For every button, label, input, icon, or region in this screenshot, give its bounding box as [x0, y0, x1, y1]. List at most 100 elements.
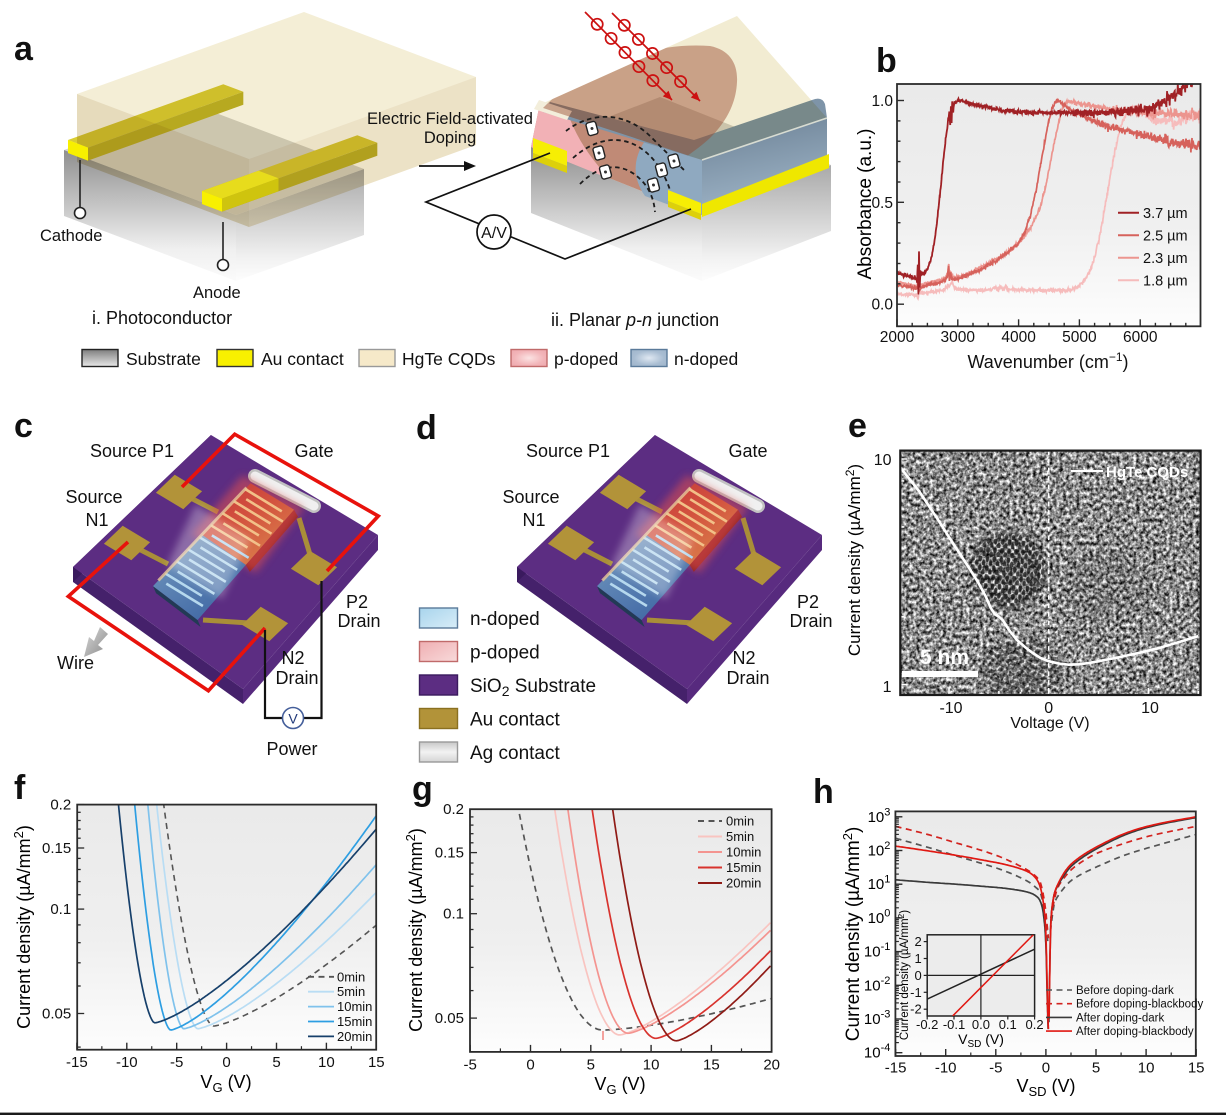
svg-text:-2: -2 — [910, 1002, 922, 1017]
svg-text:Substrate: Substrate — [126, 349, 201, 369]
svg-text:Current density (µA/mm2): Current density (µA/mm2) — [840, 827, 864, 1042]
svg-text:-5: -5 — [464, 1056, 477, 1073]
svg-text:P2: P2 — [797, 592, 819, 612]
svg-text:0.1: 0.1 — [50, 901, 71, 918]
svg-text:0: 0 — [914, 968, 921, 983]
svg-text:e: e — [848, 407, 867, 445]
svg-text:2.3 µm: 2.3 µm — [1143, 251, 1188, 267]
svg-text:0.0: 0.0 — [972, 1017, 990, 1032]
svg-text:0.05: 0.05 — [435, 1010, 464, 1027]
svg-text:0.05: 0.05 — [42, 1006, 71, 1023]
svg-text:0.2: 0.2 — [1026, 1017, 1044, 1032]
svg-text:f: f — [14, 769, 26, 807]
svg-text:Source P1: Source P1 — [526, 441, 610, 461]
svg-text:15: 15 — [368, 1054, 385, 1071]
svg-text:10-3: 10-3 — [864, 1009, 890, 1029]
svg-text:ii. Planar p-n junction: ii. Planar p-n junction — [551, 310, 719, 330]
svg-text:5min: 5min — [337, 984, 365, 999]
svg-text:5000: 5000 — [1062, 329, 1097, 346]
svg-text:1: 1 — [883, 679, 892, 696]
svg-text:-0.1: -0.1 — [943, 1017, 965, 1032]
svg-text:-10: -10 — [939, 700, 962, 717]
svg-text:0.0: 0.0 — [871, 297, 893, 314]
svg-text:-1: -1 — [910, 985, 922, 1000]
svg-text:P2: P2 — [346, 592, 368, 612]
svg-text:Drain: Drain — [275, 668, 318, 688]
svg-text:5: 5 — [587, 1056, 595, 1073]
svg-text:p-doped: p-doped — [470, 643, 540, 664]
svg-text:5: 5 — [272, 1054, 280, 1071]
svg-text:2000: 2000 — [880, 329, 915, 346]
svg-text:100: 100 — [868, 907, 891, 927]
svg-text:10-2: 10-2 — [864, 975, 890, 995]
svg-text:10min: 10min — [726, 845, 761, 860]
svg-text:Au contact: Au contact — [470, 710, 560, 731]
svg-text:Before doping-dark: Before doping-dark — [1076, 985, 1174, 997]
svg-text:10-1: 10-1 — [864, 941, 890, 961]
svg-text:1.0: 1.0 — [871, 93, 893, 110]
svg-text:After doping-blackbody: After doping-blackbody — [1076, 1026, 1194, 1038]
svg-text:Drain: Drain — [726, 668, 769, 688]
svg-text:HgTe CQDs: HgTe CQDs — [402, 349, 496, 369]
svg-text:15min: 15min — [337, 1014, 372, 1029]
svg-text:101: 101 — [868, 874, 891, 894]
svg-text:i. Photoconductor: i. Photoconductor — [92, 308, 232, 328]
svg-text:h: h — [813, 773, 834, 811]
svg-text:0: 0 — [1042, 1060, 1050, 1077]
svg-text:Cathode: Cathode — [40, 227, 102, 245]
svg-text:p-doped: p-doped — [554, 349, 618, 369]
svg-text:Current density (µA/mm2): Current density (µA/mm2) — [11, 825, 34, 1029]
svg-text:3000: 3000 — [941, 329, 976, 346]
svg-text:Drain: Drain — [337, 611, 380, 631]
svg-text:VG (V): VG (V) — [200, 1072, 251, 1095]
svg-text:V: V — [288, 711, 298, 727]
svg-text:10: 10 — [1141, 700, 1159, 717]
svg-text:0.2: 0.2 — [443, 801, 464, 818]
svg-text:0.15: 0.15 — [42, 840, 71, 857]
svg-text:0.2: 0.2 — [50, 797, 71, 814]
svg-text:10min: 10min — [337, 999, 372, 1014]
svg-text:5: 5 — [1092, 1060, 1100, 1077]
svg-text:-5: -5 — [989, 1060, 1002, 1077]
svg-text:VSD (V): VSD (V) — [1016, 1076, 1075, 1099]
svg-text:g: g — [412, 770, 433, 808]
svg-text:n-doped: n-doped — [470, 609, 540, 630]
svg-text:N1: N1 — [522, 510, 545, 530]
svg-text:-10: -10 — [116, 1054, 138, 1071]
svg-text:a: a — [14, 30, 34, 68]
svg-text:Electric Field-activated: Electric Field-activated — [367, 110, 533, 128]
svg-text:20min: 20min — [726, 876, 761, 891]
svg-text:10: 10 — [318, 1054, 335, 1071]
svg-text:10: 10 — [1138, 1060, 1155, 1077]
svg-text:103: 103 — [868, 806, 891, 826]
svg-text:Wavenumber (cm−1): Wavenumber (cm−1) — [967, 350, 1128, 372]
svg-text:-15: -15 — [66, 1054, 88, 1071]
svg-text:0.5: 0.5 — [871, 195, 893, 212]
svg-text:0.1: 0.1 — [443, 906, 464, 923]
svg-text:Power: Power — [266, 739, 317, 759]
svg-text:Current density (µA/mm2): Current density (µA/mm2) — [403, 828, 426, 1032]
svg-text:Source: Source — [502, 487, 559, 507]
svg-text:Wire: Wire — [57, 653, 94, 673]
svg-text:4000: 4000 — [1001, 329, 1036, 346]
svg-text:n-doped: n-doped — [674, 349, 738, 369]
svg-text:Voltage (V): Voltage (V) — [1010, 715, 1089, 732]
svg-text:b: b — [876, 42, 897, 80]
svg-text:3.7 µm: 3.7 µm — [1143, 206, 1188, 222]
svg-text:HgTe CQDs: HgTe CQDs — [1106, 464, 1188, 481]
svg-text:5min: 5min — [726, 829, 754, 844]
svg-text:Source: Source — [65, 487, 122, 507]
svg-text:SiO2 Substrate: SiO2 Substrate — [470, 676, 596, 699]
svg-text:0: 0 — [222, 1054, 230, 1071]
svg-text:A/V: A/V — [481, 225, 507, 242]
svg-text:0.1: 0.1 — [999, 1017, 1017, 1032]
svg-text:Source P1: Source P1 — [90, 441, 174, 461]
svg-text:Doping: Doping — [424, 129, 476, 147]
svg-text:0: 0 — [526, 1056, 534, 1073]
svg-text:N2: N2 — [732, 648, 755, 668]
svg-text:c: c — [14, 407, 33, 445]
svg-text:20: 20 — [763, 1056, 780, 1073]
svg-text:15: 15 — [703, 1056, 720, 1073]
svg-text:2: 2 — [914, 934, 921, 949]
svg-text:Au contact: Au contact — [261, 349, 344, 369]
